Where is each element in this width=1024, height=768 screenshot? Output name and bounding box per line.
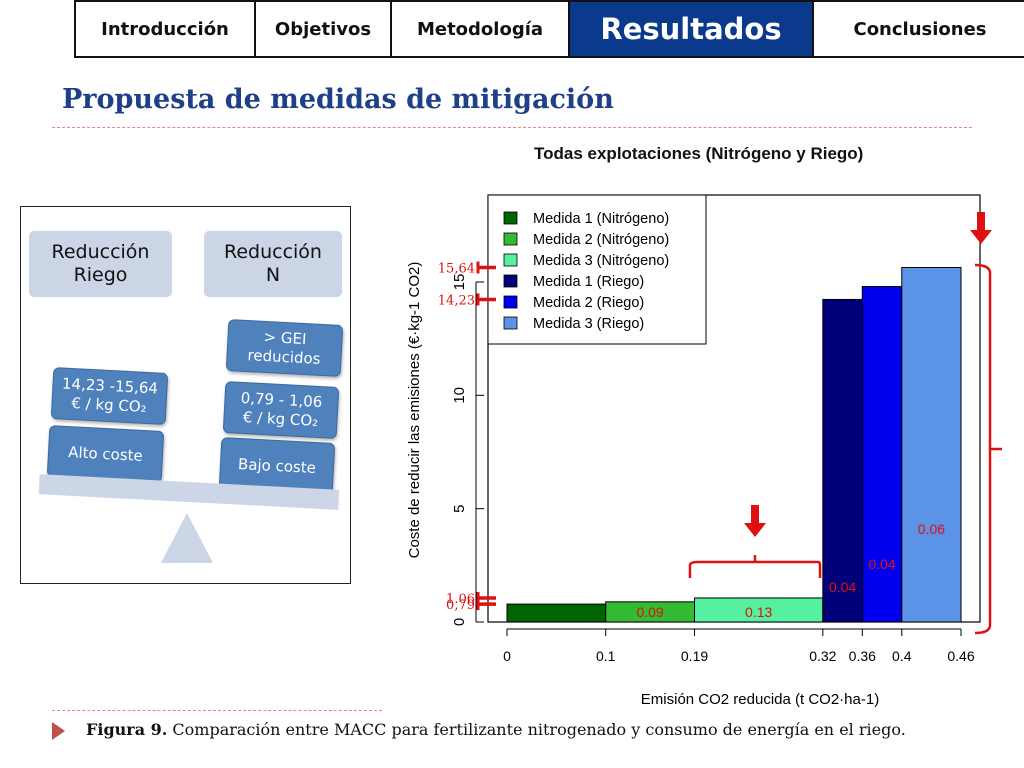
tab-metodologia[interactable]: Metodología bbox=[392, 2, 570, 56]
ghg-reduced-box: > GEI reducidos bbox=[225, 319, 344, 377]
caption-label: Figura 9. bbox=[86, 720, 168, 739]
legend-swatch-3 bbox=[503, 253, 518, 267]
legend-label-4: Medida 1 (Riego) bbox=[533, 274, 644, 290]
annotation-label-1: 15,64 bbox=[438, 261, 475, 276]
x-tick-label-0: 0 bbox=[503, 648, 511, 664]
bar-value-label-4: 0.04 bbox=[829, 579, 856, 595]
caption-text: Comparación entre MACC para fertilizante… bbox=[167, 720, 906, 739]
legend-label-2: Medida 2 (Nitrógeno) bbox=[533, 232, 669, 248]
legend-swatch-4 bbox=[503, 274, 518, 288]
bar-5 bbox=[861, 286, 903, 623]
x-tick-label-2: 0.19 bbox=[681, 648, 708, 664]
annotation-label-3: 1.06 bbox=[446, 592, 475, 607]
bar-value-label-5: 0.04 bbox=[868, 556, 895, 572]
x-tick-label-1: 0.1 bbox=[596, 648, 616, 664]
heading-riego: Reducción Riego bbox=[29, 231, 172, 297]
bar-value-label-3: 0.13 bbox=[745, 604, 772, 620]
y-tick-label-5: 5 bbox=[451, 504, 468, 512]
cost-balance-diagram: Reducción Riego Reducción N > GEI reduci… bbox=[20, 206, 351, 584]
legend-box bbox=[487, 194, 707, 345]
annotation-label-2: 14,23 bbox=[438, 293, 475, 308]
x-tick-label-4: 0.36 bbox=[849, 648, 876, 664]
low-cost-range-box: 0,79 - 1,06 € / kg CO₂ bbox=[222, 381, 340, 439]
irrigation-arrow-icon-head bbox=[970, 230, 992, 244]
tab-introduccion[interactable]: Introducción bbox=[76, 2, 256, 56]
y-tick-label-10: 10 bbox=[451, 387, 468, 404]
x-tick-label-5: 0.4 bbox=[892, 648, 912, 664]
figure-caption: Figura 9. Comparación entre MACC para fe… bbox=[86, 719, 986, 740]
macc-chart: 0.09 0.13 0.04 0.04 0.06 0 5 10 15 0 0.1 0.19 0.32 0.… bbox=[406, 194, 1002, 708]
legend-label-3: Medida 3 (Nitrógeno) bbox=[533, 253, 669, 269]
section-nav: Introducción Objetivos Metodología Resul… bbox=[74, 0, 1024, 58]
irrigation-arrow-icon-shaft bbox=[977, 212, 985, 230]
bar-3 bbox=[694, 597, 824, 623]
chart-title: Todas explotaciones (Nitrógeno y Riego) bbox=[534, 144, 864, 163]
bar-6 bbox=[901, 266, 962, 623]
caption-bullet-icon bbox=[52, 722, 65, 740]
nitrogen-arrow-icon-shaft bbox=[751, 505, 759, 523]
y-tick-label-15: 15 bbox=[451, 274, 468, 291]
legend-swatch-6 bbox=[503, 316, 518, 330]
bar-value-label-6: 0.06 bbox=[918, 521, 945, 537]
y-tick-label-0: 0 bbox=[451, 618, 468, 626]
bar-4 bbox=[822, 298, 863, 623]
bar-value-label-2: 0.09 bbox=[636, 604, 663, 620]
y-axis-title: Coste de reducir las emisiones (€·kg-1 C… bbox=[406, 262, 423, 559]
tab-objetivos[interactable]: Objetivos bbox=[256, 2, 392, 56]
annotation-label-4: 0,79 bbox=[446, 598, 475, 613]
legend-swatch-2 bbox=[503, 232, 518, 246]
high-cost-box: Alto coste bbox=[46, 425, 165, 483]
legend-swatch-1 bbox=[503, 211, 518, 225]
x-tick-label-3: 0.32 bbox=[809, 648, 836, 664]
legend-label-6: Medida 3 (Riego) bbox=[533, 316, 644, 332]
legend-swatch-5 bbox=[503, 295, 518, 309]
irrigation-bracket bbox=[974, 263, 992, 635]
tab-conclusiones[interactable]: Conclusiones bbox=[853, 18, 987, 40]
title-divider bbox=[52, 127, 972, 128]
nitrogen-bracket bbox=[688, 560, 822, 578]
bar-1 bbox=[506, 603, 607, 623]
legend-label-1: Medida 1 (Nitrógeno) bbox=[533, 211, 669, 227]
x-tick-label-6: 0.46 bbox=[947, 648, 974, 664]
page-title: Propuesta de medidas de mitigación bbox=[62, 84, 614, 115]
high-cost-range-box: 14,23 -15,64 € / kg CO₂ bbox=[50, 367, 169, 425]
caption-divider bbox=[52, 710, 382, 711]
tab-resultados[interactable]: Resultados bbox=[570, 2, 814, 56]
legend-label-5: Medida 2 (Riego) bbox=[533, 295, 644, 311]
nitrogen-arrow-icon-head bbox=[744, 523, 766, 537]
heading-n: Reducción N bbox=[204, 231, 342, 297]
balance-fulcrum bbox=[161, 513, 213, 563]
x-axis-title: Emisión CO2 reducida (t CO2·ha-1) bbox=[641, 691, 879, 708]
